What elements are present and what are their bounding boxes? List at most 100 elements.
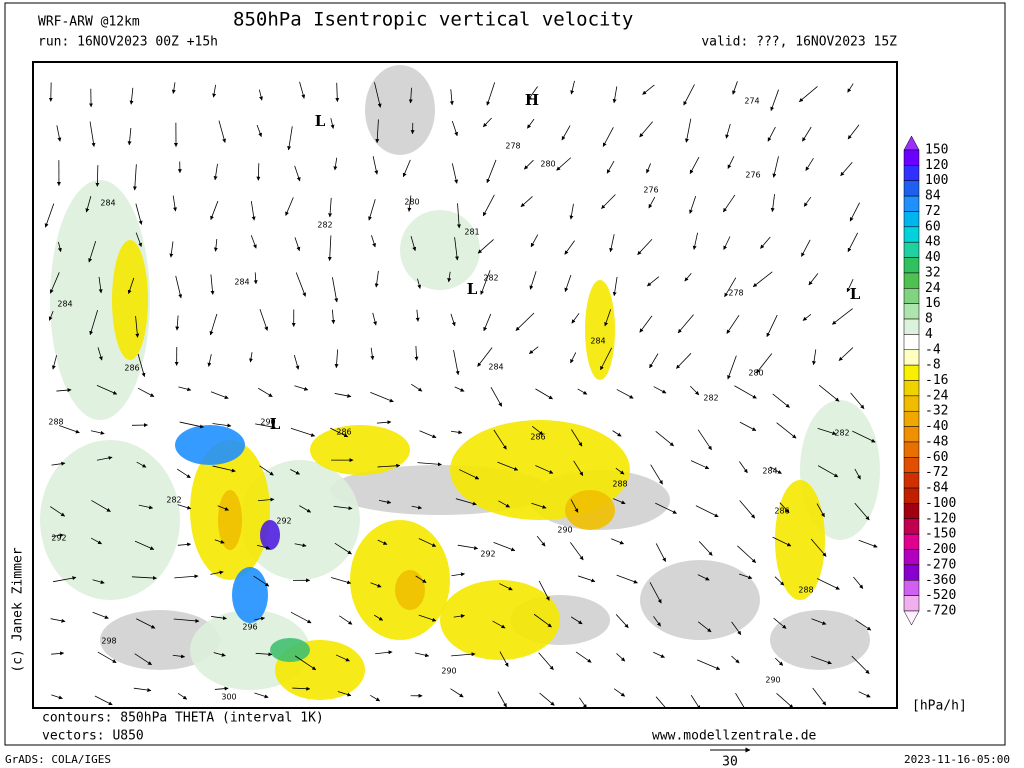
wind-arrow	[569, 203, 574, 220]
colorbar-cap	[903, 610, 920, 626]
wind-arrow	[96, 456, 113, 461]
wind-arrow	[211, 616, 227, 621]
wind-arrow	[408, 87, 413, 104]
wind-arrow	[735, 692, 745, 708]
contour-label: 276	[745, 171, 760, 180]
wind-arrow	[90, 537, 103, 545]
wind-arrow	[450, 313, 456, 327]
wind-arrow	[259, 309, 269, 331]
wind-arrow	[258, 387, 273, 398]
colorbar-label: 16	[925, 296, 941, 311]
wind-arrow	[523, 159, 534, 170]
shaded-region	[775, 480, 825, 600]
wind-arrow	[90, 430, 105, 435]
wind-arrow	[57, 241, 62, 253]
wind-arrow	[812, 687, 827, 706]
wind-arrow	[49, 272, 60, 294]
contour-label: 288	[798, 586, 813, 595]
wind-arrow	[655, 696, 669, 708]
wind-arrow	[294, 165, 301, 182]
wind-arrow	[858, 539, 878, 548]
wind-arrow	[653, 651, 665, 658]
wind-arrow	[573, 460, 584, 476]
wind-arrow	[53, 576, 77, 583]
wind-arrow	[172, 195, 177, 212]
wind-arrow	[333, 157, 338, 171]
shaded-region	[112, 240, 148, 360]
colorbar-label: -48	[925, 434, 948, 449]
contour-label: 286	[336, 428, 351, 437]
wind-arrow	[646, 163, 651, 174]
wind-arrow	[450, 430, 463, 435]
wind-arrow	[97, 347, 103, 361]
wind-arrow	[455, 498, 477, 506]
wind-arrow	[256, 163, 261, 181]
wind-arrow	[374, 270, 379, 288]
wind-arrow	[527, 86, 538, 101]
wind-arrow	[811, 655, 832, 665]
colorbar-label: -360	[925, 573, 956, 588]
shaded-region	[395, 570, 425, 610]
wind-arrow	[418, 538, 437, 547]
wind-arrow	[486, 82, 496, 106]
wind-arrow	[334, 349, 339, 369]
wind-arrow	[373, 614, 384, 621]
model-label: WRF-ARW @12km	[38, 15, 140, 30]
wind-vectors	[44, 80, 878, 708]
wind-arrow	[250, 201, 256, 221]
wind-arrow	[178, 386, 192, 392]
shaded-region	[770, 610, 870, 670]
wind-arrow	[135, 316, 140, 338]
wind-arrow	[493, 541, 516, 552]
wind-arrow	[218, 120, 226, 143]
wind-arrow	[91, 500, 111, 512]
wind-arrow	[451, 652, 476, 657]
wind-arrow	[447, 271, 452, 283]
wind-arrow	[179, 421, 204, 429]
pressure-center: L	[467, 280, 478, 298]
wind-arrow	[602, 127, 614, 147]
wind-arrow	[137, 387, 155, 397]
shaded-region	[218, 490, 242, 550]
wind-arrow	[285, 197, 294, 216]
wind-arrow	[697, 621, 712, 633]
contour-label: 280	[748, 369, 763, 378]
wind-arrow	[331, 577, 352, 585]
wind-arrow	[450, 688, 464, 698]
wind-arrow	[214, 539, 225, 544]
vectors-note: vectors: U850	[42, 729, 144, 744]
wind-arrow	[334, 542, 352, 555]
colorbar-box	[903, 426, 920, 443]
colorbar-label: 40	[925, 250, 941, 265]
wind-arrow	[556, 157, 572, 171]
wind-arrow	[97, 651, 117, 664]
wind-arrow	[135, 203, 143, 225]
contour-label: 280	[404, 198, 419, 207]
wind-arrow	[739, 421, 757, 431]
wind-arrow	[770, 193, 775, 213]
contour-label: 281	[464, 228, 479, 237]
wind-arrow	[287, 126, 293, 151]
wind-arrow	[49, 506, 66, 517]
wind-arrow	[779, 502, 790, 513]
colorbar-label: 8	[925, 312, 933, 327]
wind-arrow	[577, 388, 588, 395]
colorbar-label: -24	[925, 388, 949, 403]
colorbar-box	[903, 180, 920, 197]
pressure-center: H	[525, 91, 539, 109]
colorbar-box	[903, 595, 920, 612]
wind-arrow	[453, 614, 465, 619]
wind-arrow	[851, 655, 870, 674]
wind-arrow	[756, 353, 773, 374]
colorbar-label: -720	[925, 604, 956, 619]
wind-arrow	[760, 236, 771, 249]
wind-arrow	[690, 695, 701, 708]
wind-arrow	[639, 315, 653, 333]
wind-arrow	[175, 275, 183, 299]
wind-arrow	[611, 538, 625, 545]
wind-arrow	[418, 614, 437, 622]
wind-arrow	[698, 541, 713, 556]
wind-arrow	[727, 156, 735, 169]
wind-arrow	[133, 687, 152, 693]
